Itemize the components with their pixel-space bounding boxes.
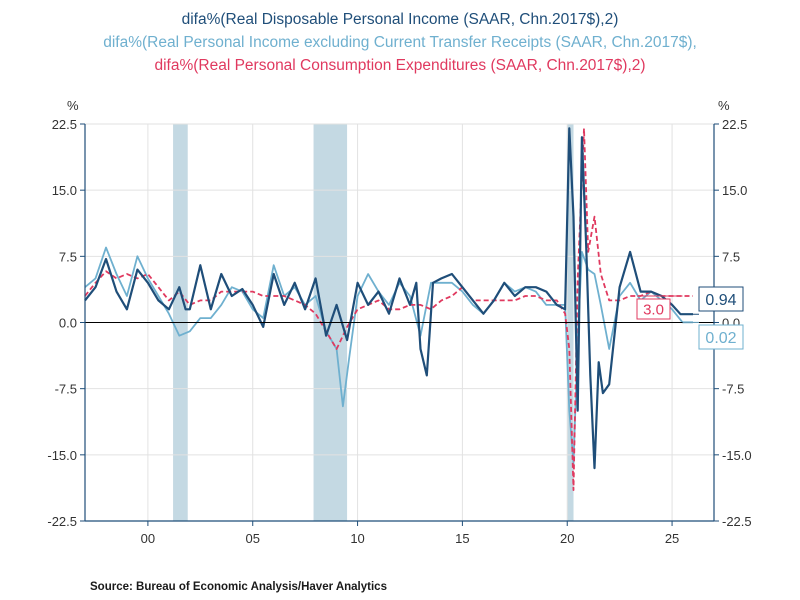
y-tick-label-left-2: 7.5	[59, 249, 77, 264]
y-tick-label-left-6: -22.5	[47, 514, 77, 529]
end-label-consumption: 3.0	[643, 301, 664, 318]
series-line-0	[84, 127, 693, 470]
y-tick-label-left-4: -7.5	[55, 382, 77, 397]
x-tick-label-3: 15	[455, 531, 469, 546]
y-tick-label-right-0: 22.5	[722, 117, 747, 132]
x-tick-label-5: 25	[665, 531, 679, 546]
y-tick-label-left-3: 0.0	[59, 316, 77, 331]
y-axis-label-left: %	[67, 98, 79, 113]
y-tick-label-right-1: 15.0	[722, 183, 747, 198]
y-tick-label-right-5: -15.0	[722, 448, 752, 463]
y-tick-label-right-2: 7.5	[722, 249, 740, 264]
series-line-2	[84, 127, 693, 492]
source-note: Source: Bureau of Economic Analysis/Have…	[90, 581, 387, 593]
chart-title-line-3: difa%(Real Personal Consumption Expendit…	[154, 57, 646, 74]
y-tick-label-right-6: -22.5	[722, 514, 752, 529]
end-label-income-ex-transfers-box	[698, 324, 744, 350]
end-value-labels: 3.0 0.94 0.02	[636, 286, 744, 350]
x-tick-label-4: 20	[560, 531, 574, 546]
y-tick-label-left-0: 22.5	[52, 117, 77, 132]
end-label-disposable-income-box	[698, 286, 744, 312]
chart-title-line-2: difa%(Real Personal Income excluding Cur…	[103, 34, 697, 51]
x-tick-label-1: 05	[245, 531, 259, 546]
x-tick-label-0: 00	[141, 531, 155, 546]
end-label-disposable-income: 0.94	[705, 292, 736, 309]
y-tick-label-left-5: -15.0	[47, 448, 77, 463]
y-axis-label-right: %	[718, 98, 730, 113]
chart-title-line-1: difa%(Real Disposable Personal Income (S…	[181, 11, 619, 28]
y-tick-label-right-4: -7.5	[722, 382, 744, 397]
axes	[80, 123, 719, 526]
end-label-consumption-box	[636, 298, 671, 320]
tick-labels: 22.5 22.515.0 15.07.5 7.50.0 0.0-7.5 -7.5-15.…	[47, 117, 751, 546]
series-lines	[84, 127, 693, 492]
end-label-income-ex-transfers: 0.02	[705, 330, 736, 347]
y-tick-label-left-1: 15.0	[52, 183, 77, 198]
x-tick-label-2: 10	[350, 531, 364, 546]
